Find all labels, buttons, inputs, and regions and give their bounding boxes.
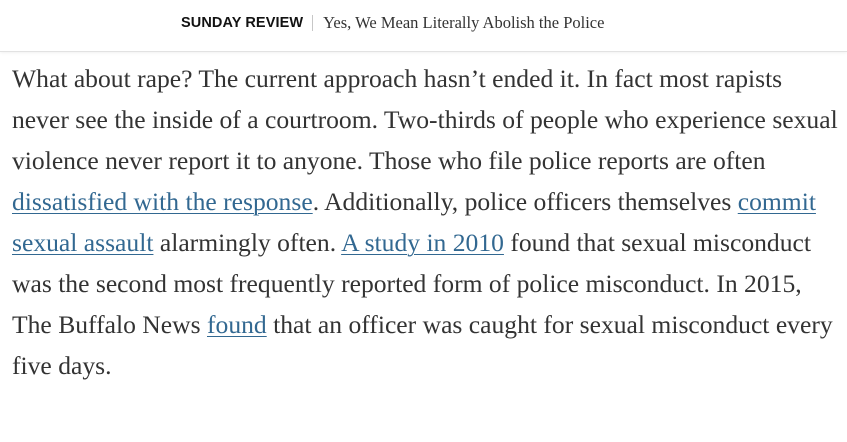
paragraph-text: What about rape? The current approach ha… <box>12 64 838 175</box>
section-header-bar: SUNDAY REVIEW Yes, We Mean Literally Abo… <box>0 0 847 52</box>
paragraph-text: that an officer was caught for sexual mi… <box>12 310 833 380</box>
link-commit-sexual-assault[interactable]: commit sexual assault <box>12 187 816 257</box>
link-a-study-in-2010[interactable]: A study in 2010 <box>341 228 504 257</box>
section-label[interactable]: SUNDAY REVIEW <box>181 15 304 31</box>
paragraph-text: . Additionally, police officers themselv… <box>312 187 738 216</box>
link-found[interactable]: found <box>207 310 267 339</box>
article-headline: Yes, We Mean Literally Abolish the Polic… <box>323 13 605 32</box>
header-content: SUNDAY REVIEW Yes, We Mean Literally Abo… <box>181 13 604 33</box>
paragraph-text: found that sexual misconduct was the sec… <box>12 228 811 339</box>
paragraph-text: alarmingly often. <box>153 228 342 257</box>
link-dissatisfied-with-the-response[interactable]: dissatisfied with the response <box>12 187 313 216</box>
header-divider <box>312 15 314 31</box>
article-paragraph: What about rape? The current approach ha… <box>12 58 842 386</box>
